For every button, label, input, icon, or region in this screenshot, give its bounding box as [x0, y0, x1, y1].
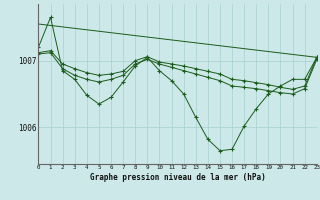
X-axis label: Graphe pression niveau de la mer (hPa): Graphe pression niveau de la mer (hPa) [90, 173, 266, 182]
